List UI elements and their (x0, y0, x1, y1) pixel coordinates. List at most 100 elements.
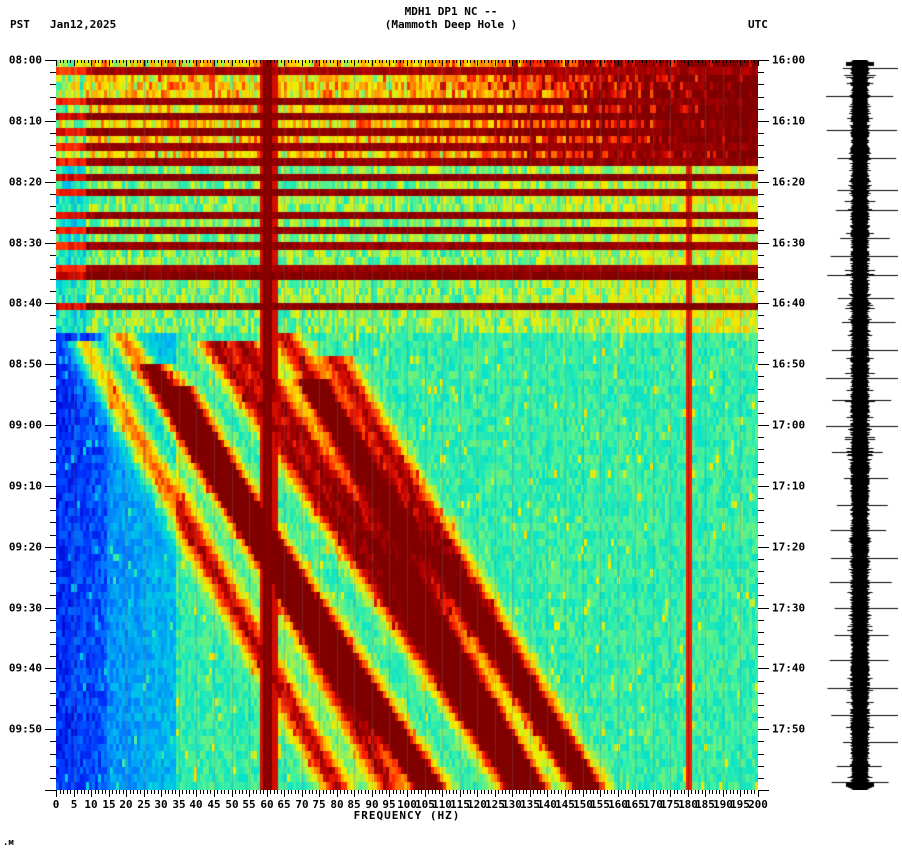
frequency-tick (698, 790, 699, 794)
frequency-tick (621, 790, 622, 794)
utc-tick (758, 729, 769, 730)
utc-time-label: 16:00 (772, 53, 806, 67)
time-axis-utc: 16:00 16:10 16:20 16:30 16:40 16:50 17:00 17:10… (758, 54, 818, 791)
frequency-label: 55 (242, 798, 256, 811)
frequency-tick (91, 790, 92, 797)
pst-time-label: 09:50 (8, 722, 42, 736)
utc-tick (758, 693, 764, 694)
pst-tick (45, 608, 56, 609)
utc-tick (758, 145, 764, 146)
frequency-tick (456, 790, 457, 794)
utc-tick (758, 766, 764, 767)
pst-tick (50, 754, 56, 755)
pst-tick (50, 194, 56, 195)
pst-tick (50, 97, 56, 98)
frequency-label: 10 (84, 798, 98, 811)
utc-tick (758, 170, 764, 171)
frequency-tick (302, 790, 303, 797)
pst-tick (50, 620, 56, 621)
pst-tick (50, 84, 56, 85)
frequency-tick (295, 790, 296, 794)
frequency-tick (253, 790, 254, 794)
frequency-label: 70 (295, 798, 309, 811)
frequency-tick (460, 790, 461, 797)
timezone-label-left: PST (10, 18, 30, 31)
frequency-tick (368, 790, 369, 794)
frequency-tick (481, 790, 482, 794)
utc-tick (758, 486, 769, 487)
frequency-tick (618, 790, 619, 797)
pst-tick (50, 559, 56, 560)
frequency-label: 175 (660, 798, 680, 811)
frequency-tick (646, 790, 647, 794)
frequency-tick (112, 790, 113, 794)
frequency-tick (74, 790, 75, 797)
utc-tick (758, 303, 769, 304)
station-code-title: MDH1 DP1 NC -- (404, 5, 498, 18)
pst-tick (50, 279, 56, 280)
spectrogram-canvas[interactable] (56, 60, 758, 790)
utc-tick (758, 535, 764, 536)
frequency-tick (396, 790, 397, 794)
pst-time-label: 09:20 (8, 540, 42, 554)
utc-tick (758, 498, 764, 499)
frequency-tick (323, 790, 324, 794)
frequency-tick (547, 790, 548, 797)
pst-time-label: 08:00 (8, 53, 42, 67)
frequency-label: 80 (330, 798, 344, 811)
frequency-tick (291, 790, 292, 794)
frequency-tick (214, 790, 215, 797)
frequency-tick (425, 790, 426, 797)
frequency-tick (319, 790, 320, 797)
frequency-tick (281, 790, 282, 794)
utc-tick (758, 267, 764, 268)
frequency-label: 180 (678, 798, 698, 811)
spectrogram-plot[interactable] (56, 60, 758, 790)
pst-tick (50, 717, 56, 718)
frequency-label: 5 (70, 798, 78, 811)
pst-tick (50, 681, 56, 682)
utc-time-label: 16:40 (772, 296, 806, 310)
frequency-tick (137, 790, 138, 794)
pst-tick (50, 255, 56, 256)
frequency-tick (667, 790, 668, 794)
pst-tick (50, 413, 56, 414)
frequency-tick (246, 790, 247, 794)
utc-time-label: 16:10 (772, 114, 806, 128)
utc-tick (758, 778, 764, 779)
pst-tick (50, 498, 56, 499)
frequency-tick (446, 790, 447, 794)
pst-tick (45, 303, 56, 304)
frequency-label: 50 (225, 798, 239, 811)
utc-tick (758, 340, 764, 341)
frequency-tick (95, 790, 96, 794)
pst-time-label: 09:10 (8, 479, 42, 493)
frequency-tick (344, 790, 345, 794)
frequency-tick (81, 790, 82, 794)
frequency-tick (119, 790, 120, 794)
pst-tick (45, 182, 56, 183)
pst-tick (50, 583, 56, 584)
frequency-tick (207, 790, 208, 794)
frequency-tick (502, 790, 503, 794)
pst-time-label: 09:40 (8, 661, 42, 675)
frequency-tick (144, 790, 145, 797)
utc-tick (758, 291, 764, 292)
pst-tick (50, 510, 56, 511)
frequency-tick (442, 790, 443, 797)
pst-tick (50, 157, 56, 158)
utc-tick (758, 376, 764, 377)
frequency-tick (533, 790, 534, 794)
frequency-tick (590, 790, 591, 794)
frequency-tick (439, 790, 440, 794)
utc-time-label: 17:00 (772, 418, 806, 432)
frequency-tick (702, 790, 703, 794)
corner-mark: .м (3, 838, 14, 848)
frequency-tick (186, 790, 187, 794)
pst-tick (45, 790, 56, 791)
utc-tick (758, 60, 769, 61)
frequency-tick (147, 790, 148, 794)
frequency-tick (477, 790, 478, 797)
frequency-tick (70, 790, 71, 794)
frequency-label: 130 (502, 798, 522, 811)
